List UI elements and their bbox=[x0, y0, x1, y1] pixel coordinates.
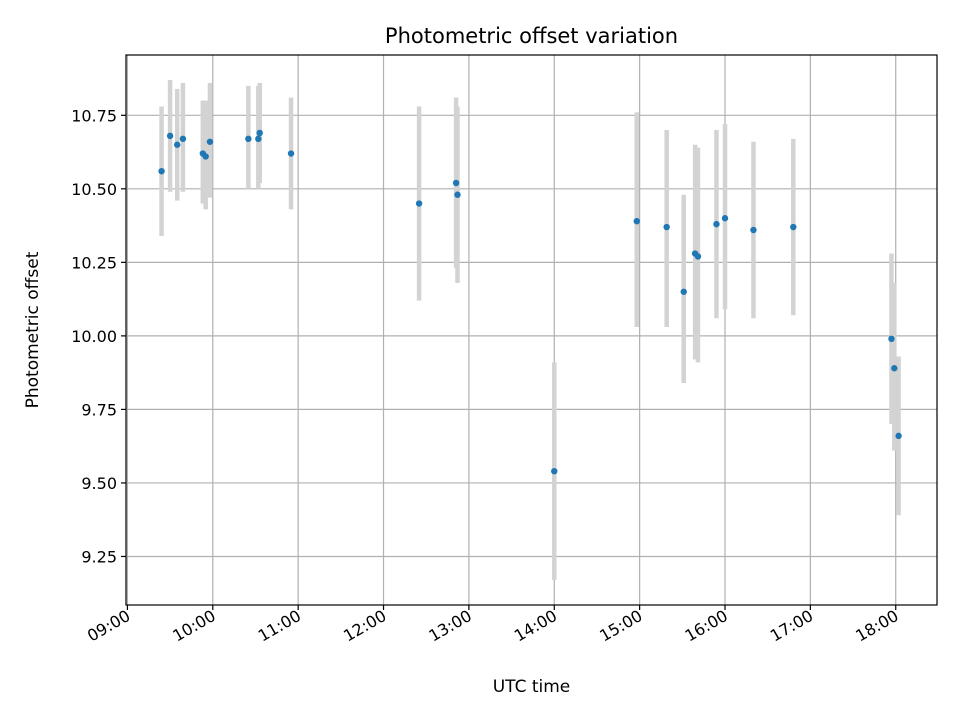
y-tick-label: 9.25 bbox=[81, 547, 117, 566]
data-point bbox=[680, 288, 687, 295]
x-tick-label: 13:00 bbox=[425, 606, 474, 646]
y-tick-label: 10.75 bbox=[71, 106, 117, 125]
y-tick-label: 10.00 bbox=[71, 327, 117, 346]
data-points bbox=[158, 129, 902, 475]
data-point bbox=[888, 335, 895, 343]
data-point bbox=[287, 150, 295, 157]
data-point bbox=[415, 200, 423, 207]
data-point bbox=[721, 215, 729, 222]
x-tick-label: 14:00 bbox=[511, 606, 560, 646]
x-tick-label: 15:00 bbox=[596, 606, 645, 646]
x-axis-label: UTC time bbox=[493, 677, 571, 697]
x-tick-label: 18:00 bbox=[852, 606, 901, 646]
error-bars bbox=[159, 80, 901, 580]
data-point bbox=[255, 135, 262, 143]
data-point bbox=[245, 135, 252, 143]
data-point bbox=[895, 432, 902, 440]
data-point bbox=[202, 153, 209, 160]
chart-title: Photometric offset variation bbox=[385, 24, 678, 48]
x-tick-label: 11:00 bbox=[255, 606, 304, 646]
grid-lines bbox=[126, 55, 937, 605]
x-tick-label: 10:00 bbox=[169, 606, 218, 646]
data-point bbox=[256, 129, 263, 137]
data-point bbox=[750, 226, 757, 234]
data-point bbox=[166, 132, 174, 140]
x-tick-label: 12:00 bbox=[340, 606, 389, 646]
y-tick-label: 10.25 bbox=[71, 253, 117, 272]
data-point bbox=[663, 223, 670, 231]
data-point bbox=[454, 191, 461, 198]
plot-frame bbox=[125, 54, 938, 606]
x-tick-label: 17:00 bbox=[767, 606, 816, 646]
data-point bbox=[891, 365, 898, 372]
data-point bbox=[452, 179, 460, 187]
data-point bbox=[206, 138, 214, 145]
data-point bbox=[633, 217, 640, 225]
x-tick-label: 16:00 bbox=[682, 606, 731, 646]
data-point bbox=[694, 253, 702, 260]
y-tick-label: 9.50 bbox=[81, 474, 117, 493]
y-tick-label: 9.75 bbox=[81, 400, 117, 419]
data-point bbox=[179, 135, 187, 143]
data-point bbox=[158, 167, 165, 175]
axis-ticks: 09:00 10:00 11:00 12:00 13:00 14:00 15:00 16:00… bbox=[71, 106, 902, 645]
data-point bbox=[551, 467, 558, 475]
data-point bbox=[174, 141, 181, 148]
y-axis-label: Photometric offset bbox=[23, 251, 43, 408]
y-tick-label: 10.50 bbox=[71, 180, 117, 199]
data-point bbox=[713, 220, 720, 228]
x-tick-label: 09:00 bbox=[84, 606, 133, 646]
data-point bbox=[790, 223, 797, 231]
